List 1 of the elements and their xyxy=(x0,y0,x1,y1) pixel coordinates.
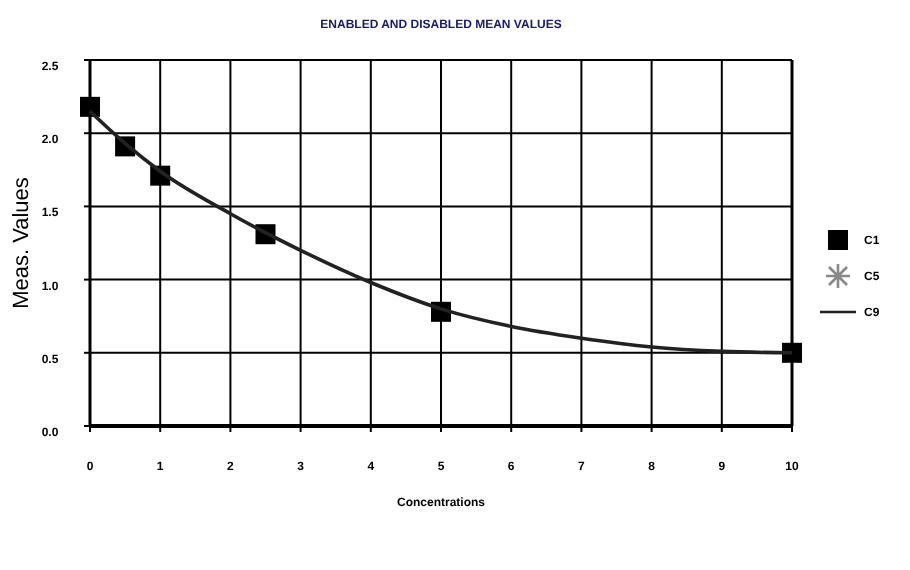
y-axis-title: Meas. Values xyxy=(10,176,34,309)
